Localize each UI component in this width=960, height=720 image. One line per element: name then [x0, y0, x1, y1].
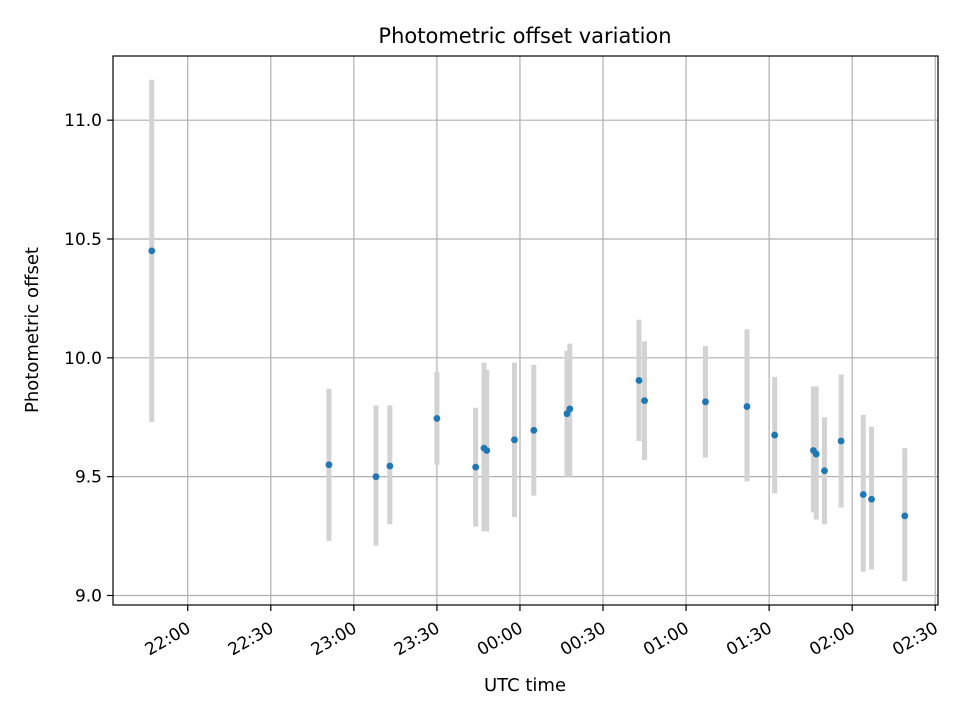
x-tick-label: 23:00 [308, 618, 360, 660]
x-axis-label: UTC time [484, 675, 566, 696]
data-point [386, 462, 394, 470]
data-point [702, 398, 709, 406]
data-point [511, 436, 518, 444]
grid [113, 56, 938, 605]
x-tick-label: 22:30 [225, 618, 277, 660]
x-tick-label: 02:00 [806, 618, 858, 660]
data-point [641, 397, 648, 405]
data-point [372, 473, 380, 481]
data-point [433, 415, 441, 422]
x-tick-label: 01:30 [723, 618, 775, 660]
data-point [530, 426, 538, 434]
x-tick-label: 22:00 [142, 618, 194, 660]
y-tick-label: 10.5 [64, 230, 102, 250]
x-tick-label: 00:30 [557, 618, 609, 660]
data-point [148, 247, 156, 255]
y-axis-label: Photometric offset [22, 247, 43, 413]
data-points [148, 247, 909, 520]
y-tick-label: 9.0 [75, 586, 102, 606]
axis-ticks: 22:00 22:30 23:00 23:30 00:00 00:30 01:00 01:30… [64, 111, 942, 660]
y-tick-label: 9.5 [75, 468, 102, 488]
data-point [821, 467, 828, 475]
data-point [868, 495, 875, 503]
data-point [859, 491, 867, 498]
data-point [472, 463, 480, 471]
data-point [901, 512, 909, 520]
x-tick-label: 01:00 [640, 618, 692, 660]
error-bars [149, 79, 908, 582]
y-tick-label: 11.0 [64, 111, 102, 131]
data-point [635, 377, 643, 384]
data-point [483, 447, 491, 454]
data-point [812, 450, 820, 458]
chart-title: Photometric offset variation [378, 24, 671, 48]
data-point [771, 431, 779, 439]
data-point [566, 405, 574, 413]
x-tick-label: 00:00 [474, 618, 526, 660]
y-tick-label: 10.0 [64, 349, 102, 369]
data-point [325, 461, 333, 469]
plot-area-frame [112, 55, 939, 606]
data-point [743, 403, 751, 410]
data-point [837, 437, 845, 445]
x-tick-label: 23:30 [391, 618, 443, 660]
x-tick-label: 02:30 [889, 618, 941, 660]
